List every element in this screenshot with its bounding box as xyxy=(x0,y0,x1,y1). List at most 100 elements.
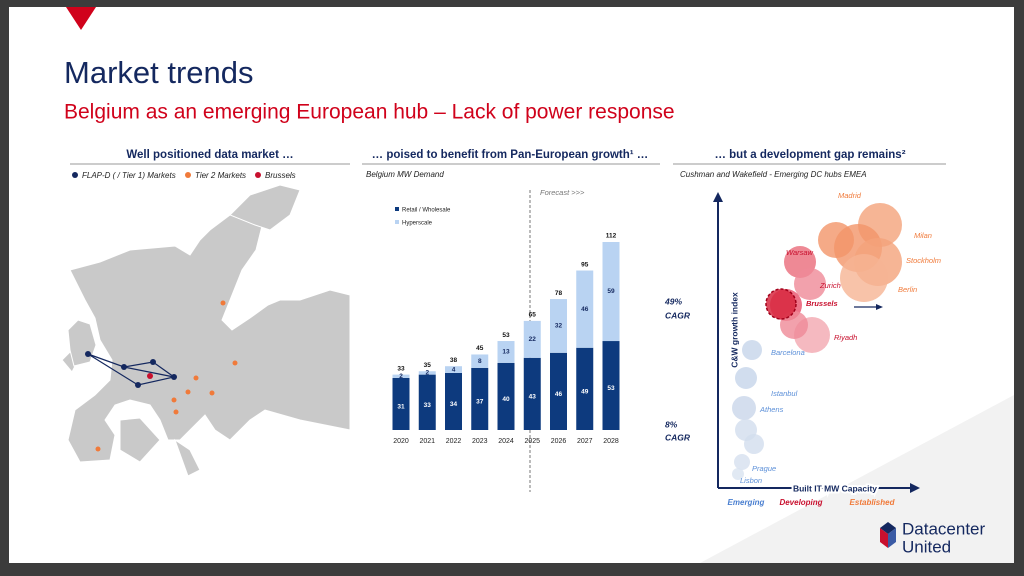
segment-label: 43 xyxy=(529,394,537,401)
bubble-label: Barcelona xyxy=(771,348,805,357)
section-heading: … poised to benefit from Pan-European gr… xyxy=(372,149,649,161)
decor xyxy=(700,395,1014,563)
bar-segment xyxy=(471,354,489,368)
bubble xyxy=(732,396,756,420)
legend-label: Hyperscale xyxy=(402,221,433,227)
bubble xyxy=(840,254,888,302)
segment-label: 2 xyxy=(399,373,403,380)
segment-label: 2 xyxy=(425,370,429,377)
logo-text: United xyxy=(902,537,951,556)
map xyxy=(61,184,351,477)
bubble xyxy=(818,222,854,258)
x-axis-label: Built IT MW Capacity xyxy=(793,483,877,493)
bubble-label: Milan xyxy=(914,231,932,240)
section-heading: Well positioned data market … xyxy=(126,149,293,161)
stage-label: Emerging xyxy=(728,498,765,507)
cagr-rate: 8% xyxy=(665,419,678,429)
segment-label: 32 xyxy=(555,323,563,330)
map-points xyxy=(85,300,238,452)
bar-segment xyxy=(392,377,410,430)
bubble-label: Athens xyxy=(759,405,784,414)
segment-label: 53 xyxy=(607,385,615,392)
segment-label: 4 xyxy=(452,366,456,373)
segment-label: 37 xyxy=(476,399,484,406)
segment-label: 31 xyxy=(397,404,405,411)
bubble-label: Istanbul xyxy=(771,389,798,398)
bar-segment xyxy=(550,299,567,353)
bubble-label: Berlin xyxy=(898,285,917,294)
bubble-subtitle: Cushman and Wakefield - Emerging DC hubs… xyxy=(680,170,867,179)
bar-segment xyxy=(576,347,594,430)
bubble-axes xyxy=(713,192,920,493)
cagr-label: CAGR xyxy=(665,310,691,320)
bubble-label: Brussels xyxy=(806,299,838,308)
segment-label: 8 xyxy=(478,358,482,365)
bar-segment xyxy=(602,242,620,342)
bubble-label: Prague xyxy=(752,464,776,473)
bar-segment xyxy=(392,374,410,378)
total-label: 33 xyxy=(397,365,405,372)
bubble xyxy=(742,340,762,360)
bar-segment xyxy=(523,357,541,430)
bar-segment xyxy=(576,270,594,348)
total-label: 38 xyxy=(450,357,458,364)
x-tick-label: 2020 xyxy=(393,438,409,445)
cagr-label: CAGR xyxy=(665,432,691,442)
segment-label: 46 xyxy=(581,306,589,313)
legend-label: Tier 2 Markets xyxy=(195,171,246,180)
total-label: 65 xyxy=(529,312,537,319)
bubble xyxy=(734,454,750,470)
bar-segment xyxy=(497,362,515,430)
segment-label: 33 xyxy=(424,402,432,409)
legend-swatch xyxy=(395,207,399,211)
total-label: 45 xyxy=(476,345,484,352)
x-tick-label: 2022 xyxy=(446,438,462,445)
bubble xyxy=(732,468,744,480)
section-heading: … but a development gap remains² xyxy=(714,149,905,161)
segment-label: 59 xyxy=(607,288,615,295)
subtitle: Belgium as an emerging European hub – La… xyxy=(64,101,675,124)
bar-segment xyxy=(445,372,462,430)
segment-label: 22 xyxy=(529,336,537,343)
segment-label: 49 xyxy=(581,389,589,396)
x-tick-label: 2026 xyxy=(551,438,567,445)
bar-segment xyxy=(497,341,515,363)
title: Market trends xyxy=(64,55,254,90)
x-tick-label: 2028 xyxy=(603,438,619,445)
total-label: 78 xyxy=(555,290,563,297)
brussels-bubble xyxy=(765,288,797,320)
cagr-rate: 49% xyxy=(664,296,682,306)
legend-dot xyxy=(185,172,191,178)
bar-segment xyxy=(602,341,620,430)
total-label: 53 xyxy=(502,332,510,339)
y-axis-label: C&W growth index xyxy=(729,292,739,368)
chart-subtitle: Belgium MW Demand xyxy=(366,170,444,179)
segment-label: 46 xyxy=(555,391,563,398)
stage-label: Established xyxy=(850,498,896,507)
x-tick-label: 2024 xyxy=(498,438,514,445)
stage-label: Developing xyxy=(779,498,822,507)
legend-swatch xyxy=(395,220,399,224)
bubble-label: Madrid xyxy=(838,191,862,200)
segment-label: 40 xyxy=(502,396,510,403)
legend-label: Brussels xyxy=(265,171,296,180)
legend-label: Retail / Wholesale xyxy=(402,208,451,214)
bubble xyxy=(744,434,764,454)
bar-segment xyxy=(523,320,541,358)
legend-label: FLAP-D ( / Tier 1) Markets xyxy=(82,171,176,180)
segment-label: 13 xyxy=(502,349,510,356)
total-label: 35 xyxy=(424,362,432,369)
x-tick-label: 2021 xyxy=(419,438,435,445)
network xyxy=(87,353,176,386)
x-tick-label: 2027 xyxy=(577,438,593,445)
forecast-label: Forecast >>> xyxy=(540,188,585,197)
x-tick-label: 2023 xyxy=(472,438,488,445)
bubble xyxy=(735,367,757,389)
legend-dot xyxy=(72,172,78,178)
bar-segment xyxy=(471,367,489,430)
bar-segment xyxy=(550,352,567,430)
bubble-label: Warsaw xyxy=(786,248,814,257)
bubble-label: Riyadh xyxy=(834,333,857,342)
bubble xyxy=(794,268,826,300)
